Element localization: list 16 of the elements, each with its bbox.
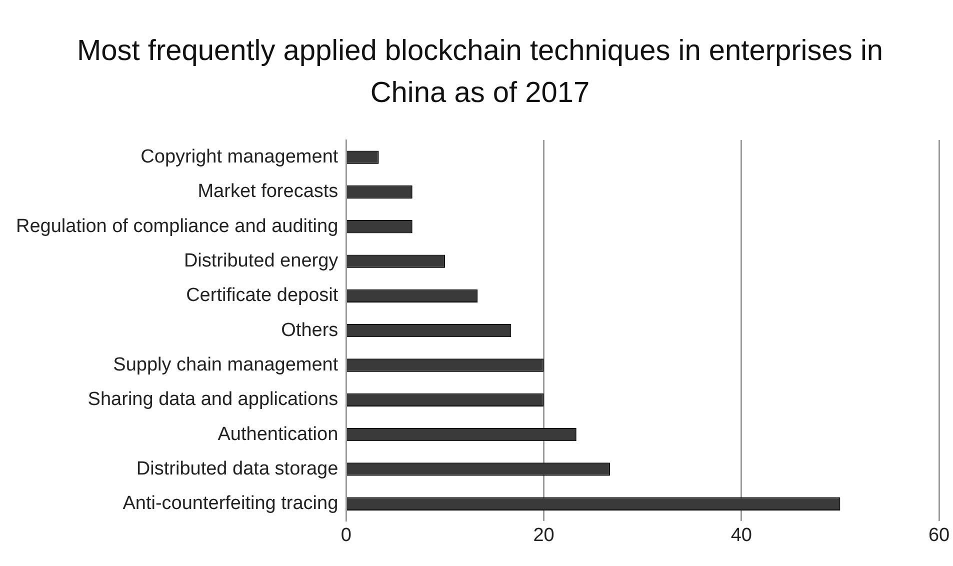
y-tick-label: Distributed data storage [136, 458, 338, 480]
y-tick-label: Certificate deposit [186, 285, 339, 306]
y-tick-label: Authentication [218, 424, 338, 445]
chart-title: Most frequently applied blockchain techniques in enterprises in China as of 2017 [76, 34, 884, 111]
y-tick-label: Copyright management [140, 146, 339, 168]
y-tick-label: Sharing data and applications [88, 389, 338, 410]
y-tick-label: Anti-counterfeiting tracing [122, 493, 338, 514]
x-tick-label: 60 [928, 524, 950, 546]
y-tick-label: Regulation of compliance and auditing [16, 216, 338, 237]
y-tick-label: Others [281, 320, 338, 341]
x-tick-label: 40 [730, 524, 752, 546]
y-tick-label: Supply chain management [113, 354, 339, 376]
x-tick-label: 0 [340, 524, 352, 546]
y-tick-label: Market forecasts [198, 181, 338, 202]
x-tick-label: 20 [533, 524, 554, 546]
y-tick-label: Distributed energy [184, 250, 339, 272]
